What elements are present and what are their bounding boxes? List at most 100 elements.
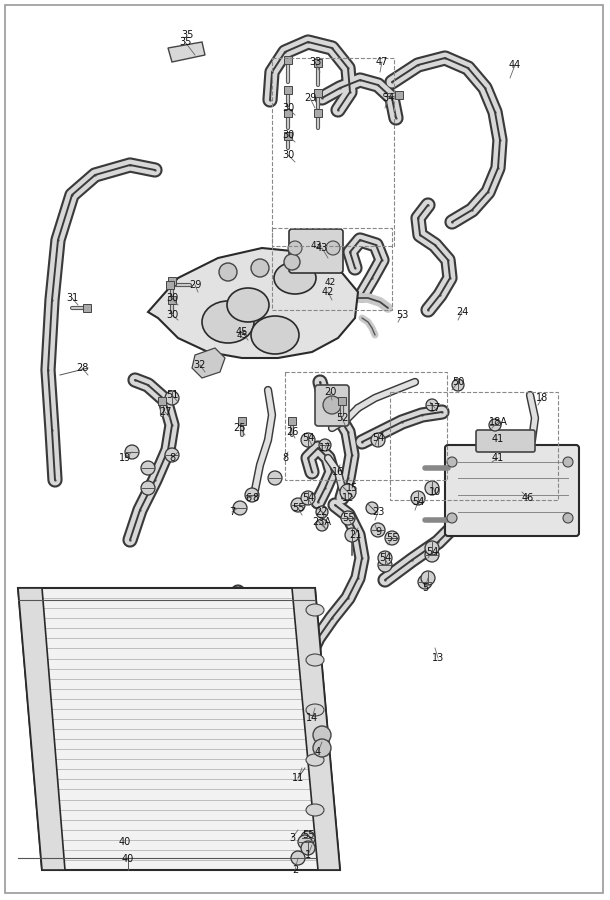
- Text: 19: 19: [119, 453, 131, 463]
- Text: 34: 34: [382, 93, 394, 103]
- Circle shape: [288, 241, 302, 255]
- Polygon shape: [192, 348, 225, 378]
- Text: 42: 42: [325, 278, 336, 287]
- Text: 54: 54: [302, 493, 314, 503]
- Polygon shape: [395, 91, 403, 99]
- Text: 13: 13: [432, 653, 444, 663]
- Polygon shape: [288, 417, 296, 425]
- Text: 47: 47: [376, 57, 388, 67]
- Ellipse shape: [274, 262, 316, 294]
- Text: 30: 30: [166, 310, 178, 320]
- Circle shape: [425, 548, 439, 562]
- Text: 10: 10: [429, 487, 441, 497]
- Circle shape: [268, 471, 282, 485]
- Polygon shape: [18, 588, 340, 870]
- Circle shape: [447, 513, 457, 523]
- Circle shape: [141, 461, 155, 475]
- Polygon shape: [168, 277, 176, 285]
- Text: 43: 43: [316, 243, 328, 253]
- Ellipse shape: [306, 804, 324, 816]
- Circle shape: [418, 575, 432, 589]
- Text: 21: 21: [349, 530, 361, 540]
- Text: 30: 30: [282, 103, 294, 113]
- Circle shape: [563, 513, 573, 523]
- Text: 54: 54: [372, 433, 384, 443]
- Circle shape: [319, 439, 331, 451]
- Polygon shape: [148, 248, 358, 358]
- Circle shape: [345, 528, 359, 542]
- Text: 30: 30: [282, 150, 294, 160]
- Text: 7: 7: [229, 507, 235, 517]
- Text: 30: 30: [166, 293, 178, 303]
- Bar: [272, 228, 392, 310]
- Text: 45: 45: [236, 331, 248, 340]
- Ellipse shape: [306, 704, 324, 716]
- Text: 3: 3: [289, 833, 295, 843]
- Text: 40: 40: [122, 854, 134, 864]
- Circle shape: [291, 851, 305, 865]
- Polygon shape: [338, 397, 346, 405]
- Circle shape: [489, 419, 501, 431]
- Text: 46: 46: [522, 493, 534, 503]
- FancyBboxPatch shape: [445, 445, 579, 536]
- Circle shape: [421, 571, 435, 585]
- Text: 14: 14: [306, 713, 318, 723]
- Circle shape: [378, 558, 392, 572]
- Circle shape: [563, 457, 573, 467]
- Polygon shape: [168, 296, 176, 304]
- Circle shape: [301, 841, 315, 855]
- Circle shape: [301, 433, 315, 447]
- Text: 50: 50: [452, 377, 464, 387]
- Text: 29: 29: [304, 93, 316, 103]
- Bar: [285, 372, 447, 480]
- Ellipse shape: [251, 316, 299, 354]
- Text: 9: 9: [375, 527, 381, 537]
- Text: 32: 32: [194, 360, 206, 370]
- Polygon shape: [314, 109, 322, 117]
- Text: 42: 42: [322, 287, 334, 297]
- Circle shape: [366, 502, 378, 514]
- Text: 23: 23: [372, 507, 384, 517]
- Text: 54: 54: [426, 547, 438, 557]
- Polygon shape: [284, 56, 292, 64]
- Text: 41: 41: [492, 434, 504, 444]
- Text: 45: 45: [236, 327, 248, 337]
- Text: 8: 8: [282, 453, 288, 463]
- Circle shape: [165, 448, 179, 462]
- Text: 6: 6: [245, 493, 251, 503]
- Text: 15: 15: [346, 483, 358, 493]
- Ellipse shape: [202, 301, 254, 343]
- Circle shape: [165, 391, 179, 405]
- Circle shape: [301, 831, 315, 845]
- Text: 44: 44: [509, 60, 521, 70]
- Circle shape: [371, 523, 385, 537]
- Circle shape: [316, 506, 328, 518]
- Text: 17: 17: [429, 403, 441, 413]
- Polygon shape: [158, 397, 166, 405]
- Circle shape: [425, 481, 439, 495]
- Text: 53: 53: [396, 310, 408, 320]
- Text: 5: 5: [422, 583, 428, 593]
- Text: 40: 40: [119, 837, 131, 847]
- Circle shape: [219, 263, 237, 281]
- Text: 25: 25: [234, 423, 246, 433]
- Text: 1: 1: [305, 850, 311, 860]
- Text: 27: 27: [159, 407, 171, 417]
- Text: 51: 51: [166, 390, 178, 400]
- Circle shape: [284, 254, 300, 270]
- Circle shape: [378, 551, 392, 565]
- Text: 24: 24: [456, 307, 468, 317]
- Text: 11: 11: [292, 773, 304, 783]
- Text: 33: 33: [309, 57, 321, 67]
- Polygon shape: [284, 109, 292, 117]
- Text: 26: 26: [286, 427, 298, 437]
- Circle shape: [125, 445, 139, 459]
- Text: 54: 54: [412, 497, 424, 507]
- FancyBboxPatch shape: [289, 229, 343, 273]
- Text: 55: 55: [386, 533, 398, 543]
- Polygon shape: [314, 89, 322, 97]
- Circle shape: [426, 399, 438, 411]
- Ellipse shape: [227, 288, 269, 322]
- Text: 18: 18: [536, 393, 548, 403]
- Circle shape: [371, 433, 385, 447]
